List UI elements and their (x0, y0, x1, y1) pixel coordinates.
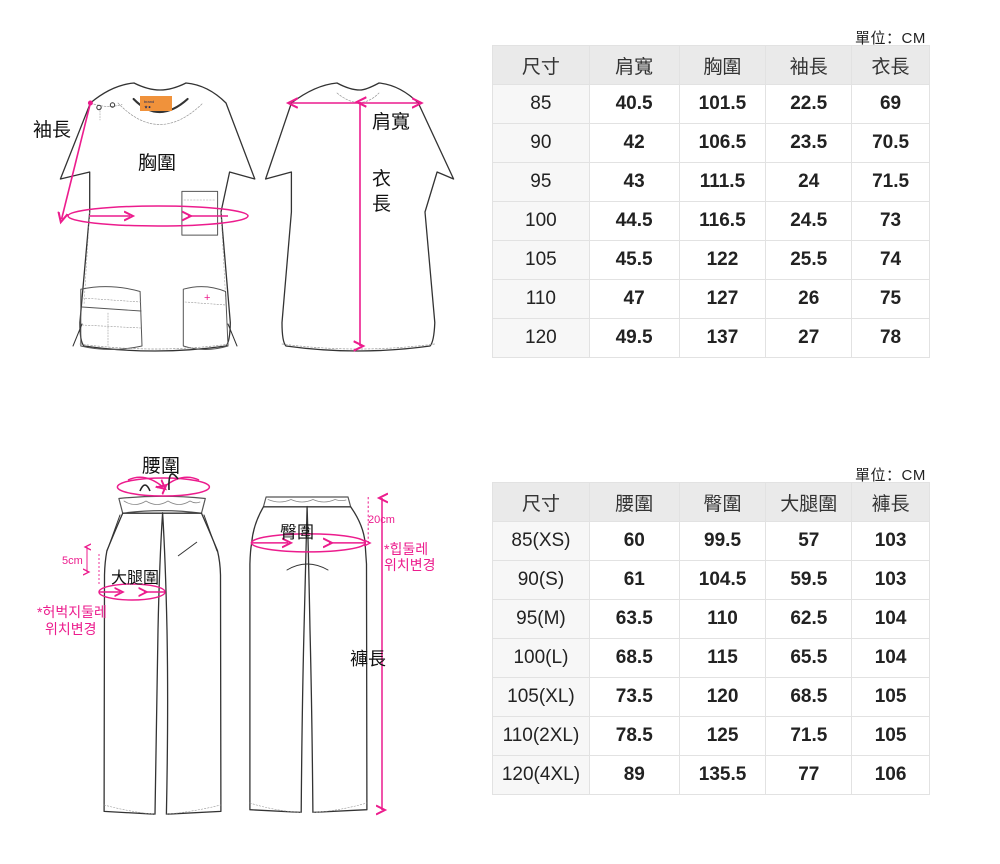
svg-text:腰圍: 腰圍 (142, 456, 180, 477)
svg-text:+: + (204, 292, 210, 304)
svg-text:*힙둘레: *힙둘레 (384, 541, 428, 557)
svg-text:衣: 衣 (372, 168, 391, 190)
svg-text:長: 長 (372, 194, 391, 215)
svg-text:brand: brand (144, 99, 154, 104)
svg-text:胸圍: 胸圍 (138, 152, 176, 174)
svg-text:肩寬: 肩寬 (372, 111, 410, 133)
svg-text:위치변경: 위치변경 (384, 557, 436, 573)
svg-text:*허벅지둘레: *허벅지둘레 (37, 604, 107, 620)
svg-text:大腿圍: 大腿圍 (111, 569, 159, 587)
svg-text:臀圍: 臀圍 (280, 523, 314, 542)
svg-text:위치변경: 위치변경 (45, 621, 97, 637)
svg-text:褲長: 褲長 (350, 649, 386, 669)
svg-text:5cm: 5cm (62, 555, 83, 567)
svg-text:★●: ★● (144, 105, 151, 110)
svg-text:袖長: 袖長 (33, 119, 71, 141)
